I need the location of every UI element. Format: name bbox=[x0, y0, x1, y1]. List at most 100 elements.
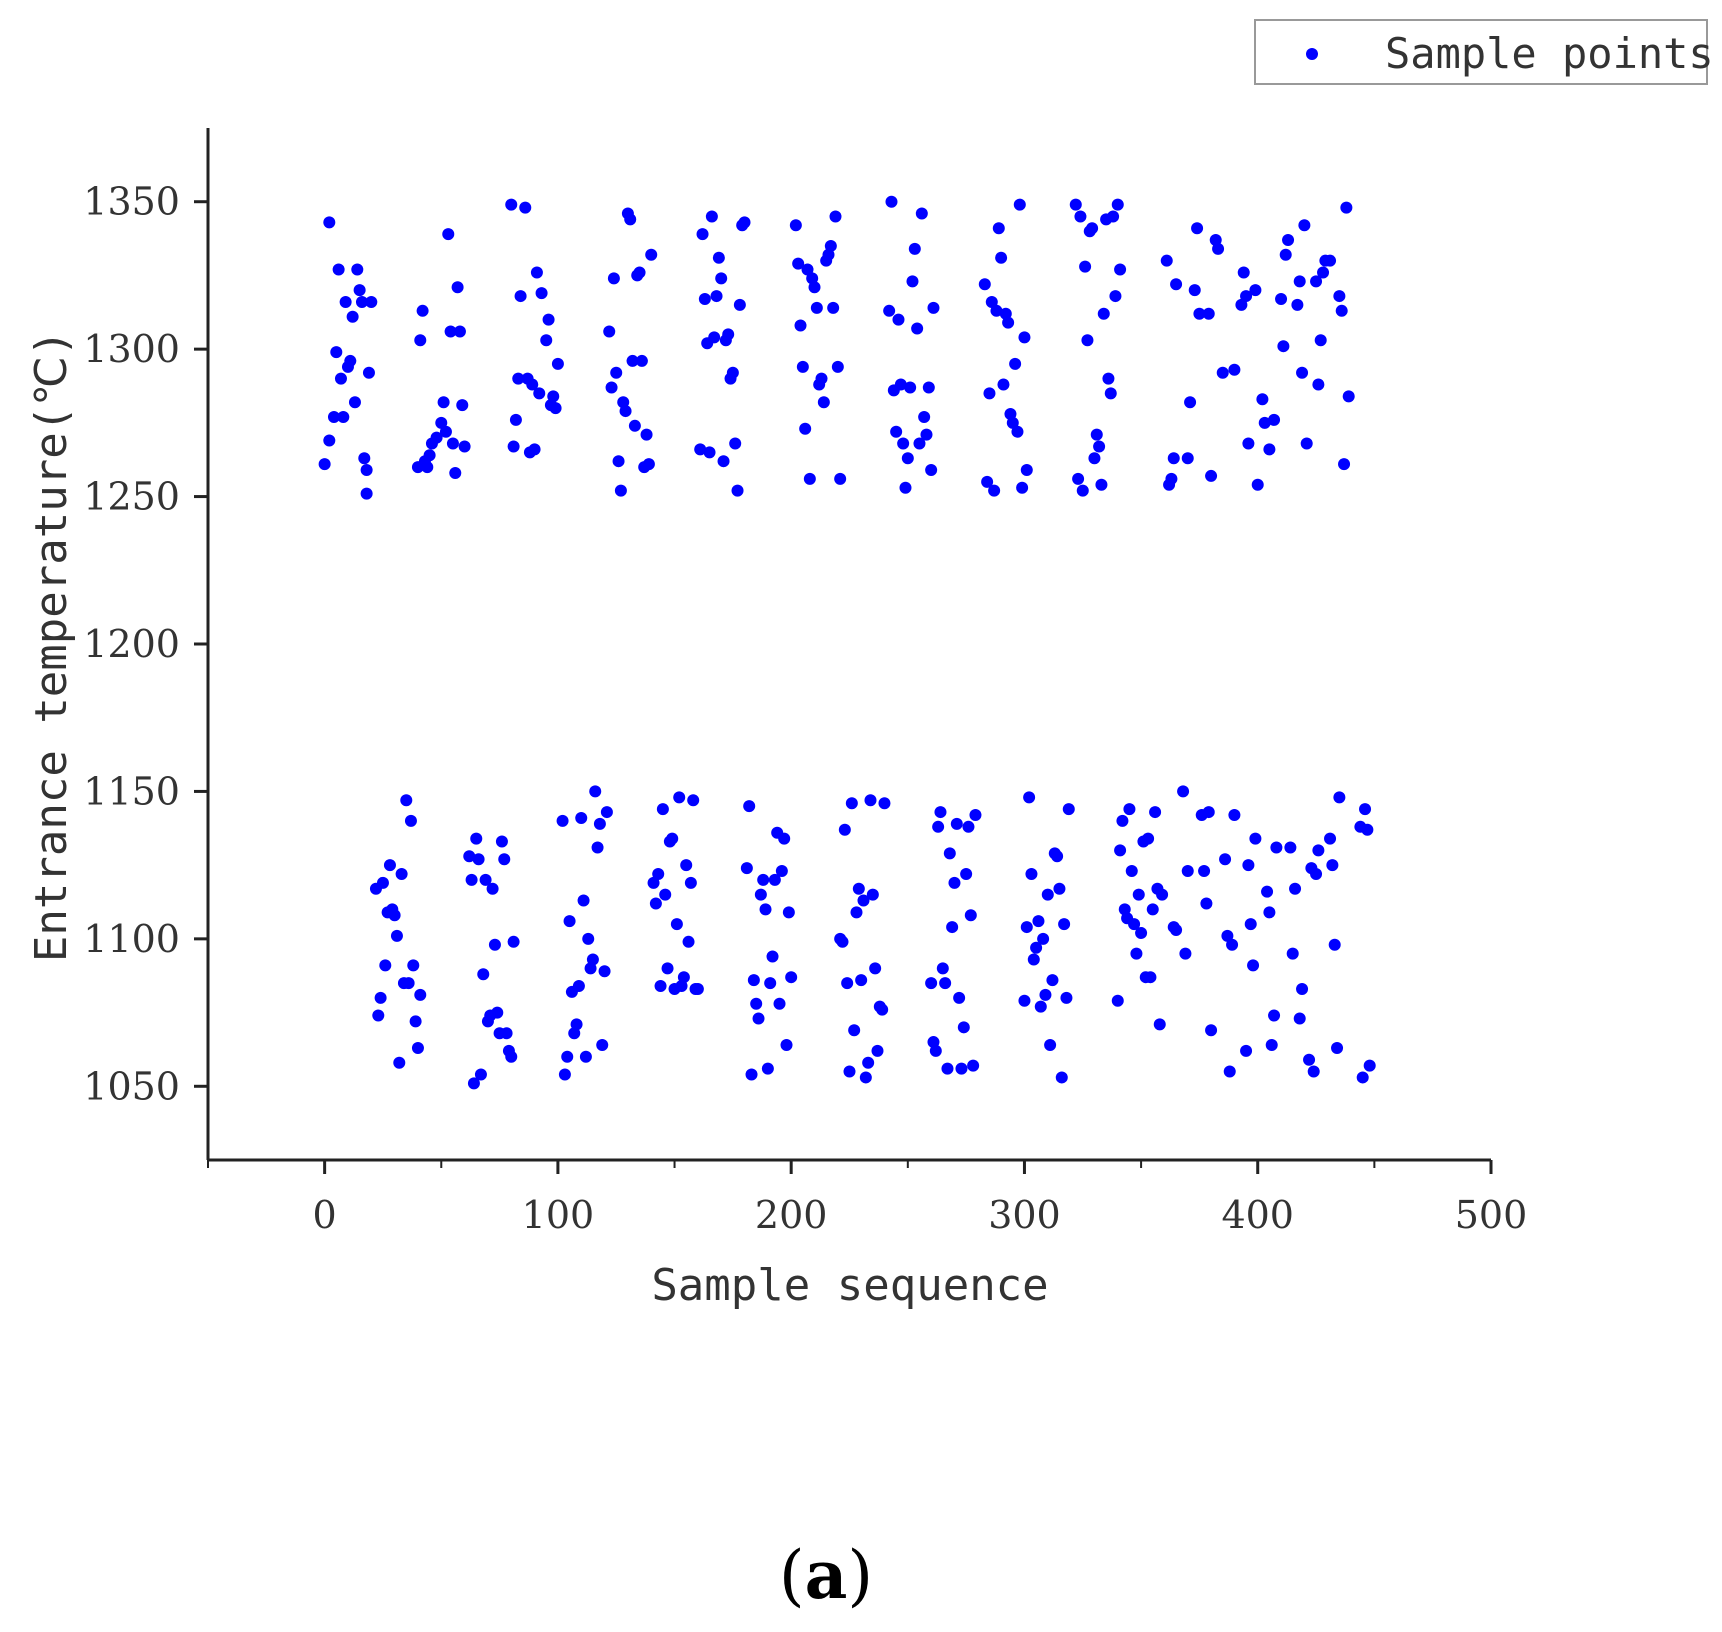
sample-point bbox=[936, 962, 949, 975]
sample-point bbox=[362, 366, 375, 379]
sample-point bbox=[1312, 844, 1325, 857]
sample-point bbox=[978, 278, 991, 291]
sample-point bbox=[799, 422, 812, 435]
sample-point bbox=[414, 988, 427, 1001]
sample-point bbox=[318, 458, 331, 471]
sample-point bbox=[1044, 1039, 1057, 1052]
sample-point bbox=[610, 366, 623, 379]
sample-point bbox=[626, 354, 639, 367]
sample-point bbox=[1132, 888, 1145, 901]
sample-point bbox=[666, 832, 679, 845]
sample-point bbox=[1333, 290, 1346, 303]
sample-point bbox=[1242, 437, 1255, 450]
sample-point bbox=[656, 803, 669, 816]
sample-point bbox=[726, 366, 739, 379]
sample-point bbox=[1335, 304, 1348, 317]
y-tick-label: 1200 bbox=[83, 622, 180, 666]
sample-point bbox=[722, 328, 735, 341]
sample-point bbox=[992, 222, 1005, 235]
sample-point bbox=[789, 219, 802, 232]
sample-point bbox=[1240, 290, 1253, 303]
sample-point bbox=[810, 301, 823, 314]
sample-point bbox=[950, 817, 963, 830]
sample-point bbox=[540, 334, 553, 347]
sample-point bbox=[542, 313, 555, 326]
sample-point bbox=[614, 484, 627, 497]
sample-point bbox=[1284, 841, 1297, 854]
sample-point bbox=[635, 354, 648, 367]
sample-point bbox=[808, 281, 821, 294]
sample-point bbox=[591, 841, 604, 854]
sample-point bbox=[871, 1044, 884, 1057]
sample-point bbox=[337, 410, 350, 423]
sample-point bbox=[1130, 947, 1143, 960]
sample-point bbox=[997, 378, 1010, 391]
sample-point bbox=[1188, 284, 1201, 297]
sample-point bbox=[348, 396, 361, 409]
sample-point bbox=[465, 873, 478, 886]
sample-point bbox=[1296, 366, 1309, 379]
sample-point bbox=[344, 354, 357, 367]
sample-point bbox=[659, 888, 672, 901]
sample-point bbox=[815, 372, 828, 385]
sample-point bbox=[1212, 242, 1225, 255]
sample-point bbox=[773, 997, 786, 1010]
sample-point bbox=[1331, 1041, 1344, 1054]
legend-box bbox=[1254, 19, 1708, 85]
sample-point bbox=[925, 464, 938, 477]
sample-point bbox=[1298, 219, 1311, 232]
sample-point bbox=[827, 301, 840, 314]
sample-point bbox=[640, 428, 653, 441]
axis-ticks: 1050 1100 1150 1200 1250 1300 1350 0 100 200 300 40… bbox=[83, 180, 1527, 1237]
sample-point bbox=[1228, 363, 1241, 376]
sample-point bbox=[710, 290, 723, 303]
sample-point bbox=[507, 440, 520, 453]
sample-point bbox=[1317, 266, 1330, 279]
sample-point bbox=[558, 1068, 571, 1081]
sample-point bbox=[904, 381, 917, 394]
sample-point bbox=[1128, 918, 1141, 931]
sample-point bbox=[1135, 926, 1148, 939]
sample-point bbox=[1011, 425, 1024, 438]
sample-point bbox=[649, 897, 662, 910]
sample-point bbox=[652, 867, 665, 880]
sample-point bbox=[1167, 452, 1180, 465]
sample-point bbox=[988, 484, 1001, 497]
sample-point bbox=[831, 360, 844, 373]
sample-point bbox=[1142, 832, 1155, 845]
x-tick-label: 100 bbox=[522, 1193, 595, 1237]
sample-point bbox=[705, 210, 718, 223]
sample-point bbox=[1324, 832, 1337, 845]
sample-point bbox=[1361, 823, 1374, 836]
sample-point bbox=[1081, 334, 1094, 347]
sample-point bbox=[845, 797, 858, 810]
sample-point bbox=[817, 396, 830, 409]
y-tick-label: 1300 bbox=[83, 327, 180, 371]
y-tick-label: 1100 bbox=[83, 917, 180, 961]
data-points bbox=[318, 195, 1376, 1090]
sample-point bbox=[796, 360, 809, 373]
x-tick-label: 0 bbox=[313, 1193, 337, 1237]
sample-point bbox=[351, 263, 364, 276]
sample-point bbox=[612, 455, 625, 468]
sample-point bbox=[1296, 982, 1309, 995]
sample-point bbox=[446, 437, 459, 450]
sample-point bbox=[764, 977, 777, 990]
sample-point bbox=[857, 894, 870, 907]
sample-point bbox=[925, 977, 938, 990]
sample-point bbox=[470, 832, 483, 845]
sample-point bbox=[1326, 859, 1339, 872]
sample-point bbox=[1002, 316, 1015, 329]
sample-point bbox=[957, 1021, 970, 1034]
sample-point bbox=[570, 1018, 583, 1031]
sample-point bbox=[589, 785, 602, 798]
sample-point bbox=[1030, 941, 1043, 954]
sample-point bbox=[1088, 452, 1101, 465]
sample-point bbox=[556, 814, 569, 827]
sample-point bbox=[1263, 906, 1276, 919]
sample-point bbox=[915, 207, 928, 220]
sample-point bbox=[941, 1062, 954, 1075]
sample-point bbox=[526, 378, 539, 391]
sample-point bbox=[533, 387, 546, 400]
sample-point bbox=[1200, 897, 1213, 910]
